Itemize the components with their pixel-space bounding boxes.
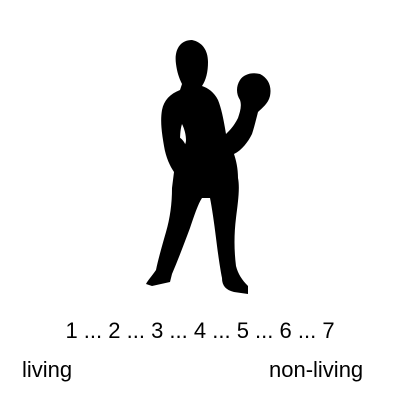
scale-anchor-left: living — [22, 357, 73, 382]
scale-separator: ... — [77, 318, 109, 343]
boxer-silhouette-icon — [130, 38, 280, 300]
scale-point-3[interactable]: 3 — [151, 318, 164, 343]
scale-separator: ... — [291, 318, 323, 343]
scale-point-1[interactable]: 1 — [65, 318, 78, 343]
scale-point-6[interactable]: 6 — [279, 318, 292, 343]
scale-point-5[interactable]: 5 — [236, 318, 249, 343]
scale-separator: ... — [248, 318, 280, 343]
rating-scale: 1 ... 2 ... 3 ... 4 ... 5 ... 6 ... 7 — [0, 318, 400, 344]
scale-point-4[interactable]: 4 — [193, 318, 207, 343]
scale-anchor-right: non-living — [269, 357, 364, 382]
scale-separator: ... — [163, 318, 194, 343]
scale-point-2[interactable]: 2 — [108, 318, 121, 343]
scale-separator: ... — [206, 318, 237, 343]
scale-point-7[interactable]: 7 — [322, 318, 335, 343]
scale-separator: ... — [120, 318, 152, 343]
